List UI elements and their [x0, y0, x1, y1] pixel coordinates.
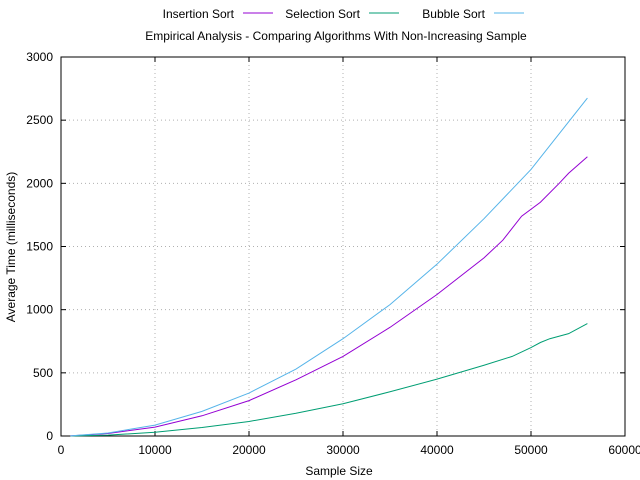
y-axis-label: Average Time (milliseconds)	[4, 172, 18, 323]
axis-ticks: 0 10000 20000 30000 40000 50000 60000 0 500 1000 1…	[26, 50, 640, 457]
series-line-bubble-sort	[70, 97, 588, 437]
legend: Insertion Sort Selection Sort Bubble Sort	[163, 7, 524, 21]
y-tick-label: 500	[33, 366, 53, 380]
x-tick-label: 10000	[138, 443, 172, 457]
grid-lines	[61, 57, 625, 436]
y-tick-label: 1000	[26, 303, 53, 317]
x-tick-label: 40000	[420, 443, 454, 457]
x-tick-label: 20000	[232, 443, 266, 457]
series-line-insertion-sort	[70, 156, 588, 437]
series-line-selection-sort	[70, 323, 588, 437]
y-tick-label: 1500	[26, 240, 53, 254]
chart-title: Empirical Analysis - Comparing Algorithm…	[145, 29, 527, 43]
x-tick-label: 50000	[514, 443, 548, 457]
legend-label-bubble-sort: Bubble Sort	[422, 7, 485, 21]
y-tick-label: 3000	[26, 50, 53, 64]
x-axis-label: Sample Size	[305, 464, 373, 478]
y-tick-label: 0	[46, 429, 53, 443]
x-tick-label: 0	[58, 443, 65, 457]
y-tick-label: 2500	[26, 113, 53, 127]
legend-label-insertion-sort: Insertion Sort	[163, 7, 235, 21]
series-lines	[70, 97, 588, 437]
x-tick-label: 60000	[608, 443, 640, 457]
legend-label-selection-sort: Selection Sort	[285, 7, 360, 21]
y-tick-label: 2000	[26, 176, 53, 190]
x-tick-label: 30000	[326, 443, 360, 457]
